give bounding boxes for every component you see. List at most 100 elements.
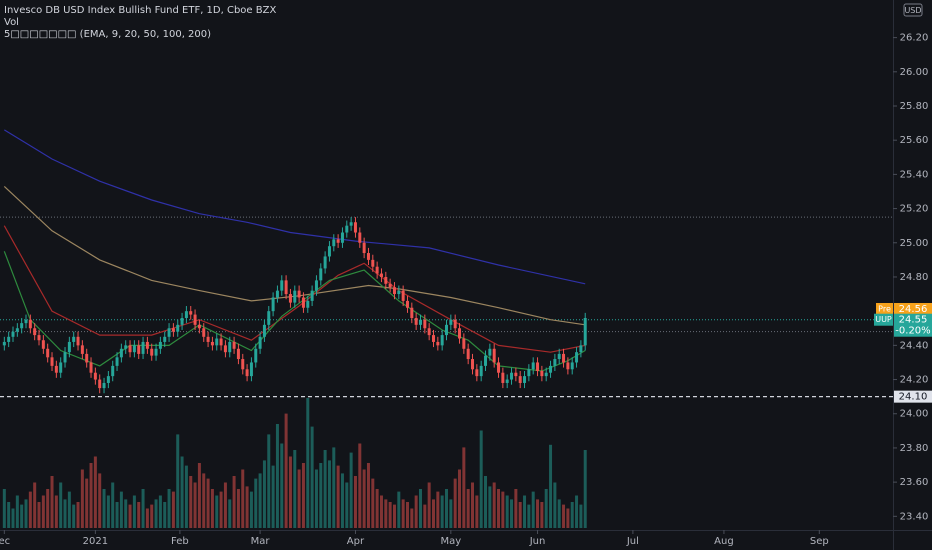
volume-bar: [449, 499, 453, 528]
candle-body: [340, 232, 344, 243]
volume-bar: [570, 502, 574, 528]
volume-bar: [189, 476, 193, 528]
currency-label[interactable]: USD: [904, 6, 921, 15]
last-tag-box: [874, 313, 893, 326]
volume-bar: [20, 504, 24, 528]
volume-bar: [15, 495, 19, 528]
candle-body: [288, 294, 292, 303]
x-tick-label: Sep: [810, 536, 829, 547]
volume-bar: [384, 499, 388, 528]
volume-bar: [445, 489, 448, 528]
volume-bar: [171, 491, 175, 528]
y-tick-label: 24.40: [900, 340, 929, 351]
volume-bar: [271, 465, 275, 528]
candle-body: [353, 222, 357, 233]
volume-bar: [479, 430, 483, 528]
candle-body: [258, 336, 262, 349]
volume-bar: [549, 444, 553, 528]
candle-body: [306, 300, 310, 308]
x-tick-label: May: [440, 536, 461, 547]
candle-body: [401, 290, 405, 301]
candle-body: [85, 353, 89, 363]
candle-body: [163, 336, 167, 342]
candle-body: [11, 331, 15, 337]
volume-bar: [193, 482, 197, 528]
volume-bar: [24, 499, 28, 528]
candle-body: [193, 314, 197, 325]
volume-bar: [423, 504, 427, 528]
volume-bar: [401, 499, 405, 528]
candle-body: [349, 222, 353, 226]
volume-bar: [11, 508, 15, 528]
candle-body: [15, 328, 19, 332]
volume-bar: [405, 502, 409, 528]
volume-bar: [293, 450, 297, 528]
candle-body: [267, 311, 271, 325]
volume-bar: [501, 491, 505, 528]
volume-bar: [440, 495, 444, 528]
volume-bar: [371, 478, 375, 528]
y-tick-label: 23.60: [900, 477, 929, 488]
candle-body: [111, 365, 115, 377]
volume-bar: [427, 482, 431, 528]
candle-body: [505, 379, 509, 383]
y-tick-label: 24.80: [900, 272, 929, 283]
candle-body: [414, 318, 418, 325]
candle-body: [128, 345, 132, 353]
ema-line: [3, 225, 586, 353]
candle-body: [145, 341, 149, 349]
candle-body: [458, 328, 462, 339]
candle-body: [297, 290, 301, 298]
volume-bar: [258, 473, 262, 528]
candle-body: [410, 307, 414, 318]
candle-body: [327, 246, 331, 257]
candle-body: [501, 372, 505, 383]
volume-bar: [410, 508, 414, 528]
candle-body: [575, 352, 579, 363]
volume-bar: [89, 463, 93, 528]
volume-bar: [33, 482, 37, 528]
candle-body: [536, 362, 540, 371]
candle-body: [215, 338, 219, 346]
candle-body: [423, 319, 427, 329]
volume-bar: [154, 499, 158, 528]
candle-body: [46, 348, 50, 358]
volume-bar: [145, 508, 149, 528]
volume-bar: [497, 489, 501, 528]
volume-bar: [557, 499, 561, 528]
currency-box[interactable]: [903, 3, 923, 17]
volume-layer: [2, 398, 587, 528]
candle-body: [471, 359, 475, 370]
y-tick-label: 25.00: [900, 238, 929, 249]
x-tick-label: 2021: [83, 536, 108, 547]
pre-price: 24.56: [899, 304, 928, 315]
candle-body: [310, 290, 314, 301]
candle-body: [93, 372, 97, 380]
pre-price-box: [894, 303, 932, 315]
candle-body: [531, 362, 535, 370]
candle-body: [392, 287, 396, 295]
candle-body: [137, 345, 141, 354]
volume-bar: [323, 450, 327, 528]
candle-body: [510, 372, 514, 380]
volume-bar: [98, 473, 102, 528]
volume-bar: [466, 489, 470, 528]
volume-bar: [471, 482, 475, 528]
volume-bar: [314, 469, 318, 528]
candle-body: [449, 319, 453, 325]
candle-body: [379, 273, 383, 277]
candle-body: [232, 341, 236, 349]
volume-bar: [180, 456, 184, 528]
volume-bar: [392, 504, 396, 528]
volume-bar: [132, 495, 136, 528]
volume-bar: [527, 504, 531, 528]
volume-bar: [67, 491, 71, 528]
x-tick-label: Feb: [171, 536, 189, 547]
volume-bar: [340, 473, 344, 528]
volume-bar: [102, 489, 106, 528]
volume-bar: [358, 443, 362, 528]
candle-body: [484, 355, 488, 366]
volume-bar: [210, 489, 214, 528]
x-tick-label: ec: [0, 536, 10, 547]
